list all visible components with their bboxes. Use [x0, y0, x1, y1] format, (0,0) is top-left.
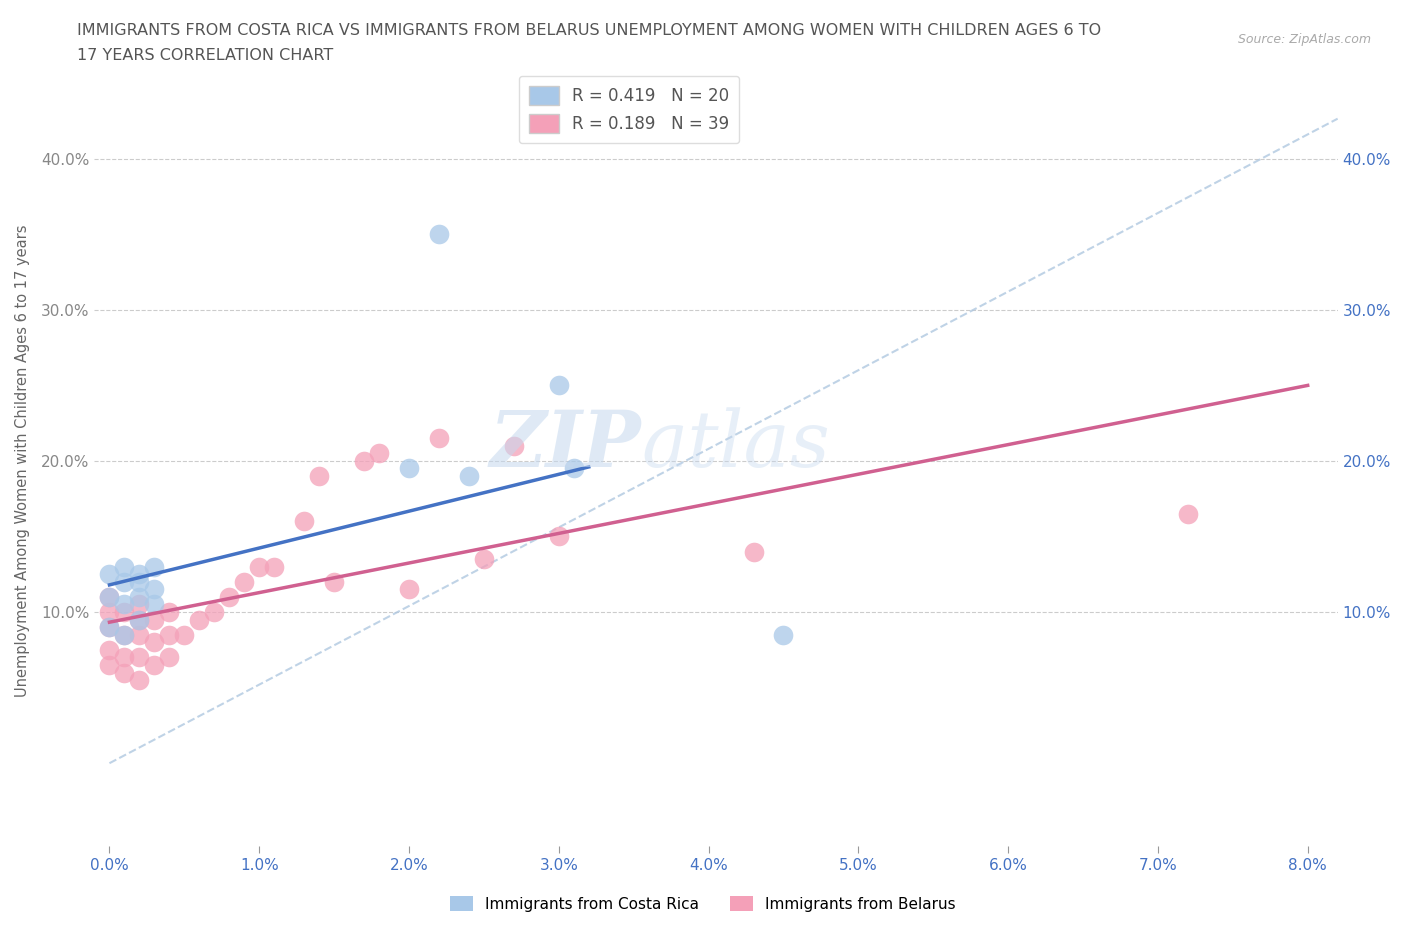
Point [128, 628, 150, 643]
Point [157, 604, 180, 619]
Point [398, 461, 420, 476]
Point [742, 544, 765, 559]
Text: IMMIGRANTS FROM COSTA RICA VS IMMIGRANTS FROM BELARUS UNEMPLOYMENT AMONG WOMEN W: IMMIGRANTS FROM COSTA RICA VS IMMIGRANTS… [77, 23, 1101, 38]
Point [112, 628, 135, 643]
Point [143, 612, 166, 627]
Point [502, 438, 524, 453]
Point [772, 628, 794, 643]
Point [143, 597, 166, 612]
Point [128, 597, 150, 612]
Point [263, 559, 285, 574]
Point [562, 461, 585, 476]
Point [98, 604, 121, 619]
Point [98, 590, 121, 604]
Point [128, 650, 150, 665]
Point [128, 612, 150, 627]
Point [218, 590, 240, 604]
Point [112, 559, 135, 574]
Point [143, 658, 166, 672]
Point [173, 628, 195, 643]
Point [112, 628, 135, 643]
Point [323, 575, 346, 590]
Point [98, 566, 121, 581]
Point [143, 582, 166, 597]
Text: Source: ZipAtlas.com: Source: ZipAtlas.com [1237, 33, 1371, 46]
Point [128, 566, 150, 581]
Point [427, 227, 450, 242]
Point [112, 575, 135, 590]
Point [112, 665, 135, 680]
Point [458, 469, 481, 484]
Legend: R = 0.419   N = 20, R = 0.189   N = 39: R = 0.419 N = 20, R = 0.189 N = 39 [519, 76, 740, 143]
Point [427, 431, 450, 445]
Point [128, 672, 150, 687]
Point [247, 559, 270, 574]
Point [233, 575, 256, 590]
Point [98, 658, 121, 672]
Point [368, 445, 391, 460]
Point [547, 378, 569, 392]
Point [157, 650, 180, 665]
Point [143, 559, 166, 574]
Point [202, 604, 225, 619]
Point [188, 612, 211, 627]
Point [98, 619, 121, 634]
Point [292, 514, 315, 529]
Point [547, 529, 569, 544]
Point [128, 590, 150, 604]
Point [98, 619, 121, 634]
Y-axis label: Unemployment Among Women with Children Ages 6 to 17 years: Unemployment Among Women with Children A… [15, 225, 30, 698]
Point [1177, 506, 1199, 521]
Text: atlas: atlas [641, 407, 830, 484]
Point [353, 454, 375, 469]
Point [128, 575, 150, 590]
Point [472, 551, 495, 566]
Text: 17 YEARS CORRELATION CHART: 17 YEARS CORRELATION CHART [77, 48, 333, 63]
Point [98, 643, 121, 658]
Point [308, 469, 330, 484]
Point [143, 635, 166, 650]
Point [98, 590, 121, 604]
Point [128, 612, 150, 627]
Text: ZIP: ZIP [489, 407, 641, 484]
Point [157, 628, 180, 643]
Point [112, 597, 135, 612]
Legend: Immigrants from Costa Rica, Immigrants from Belarus: Immigrants from Costa Rica, Immigrants f… [444, 889, 962, 918]
Point [398, 582, 420, 597]
Point [112, 650, 135, 665]
Point [112, 604, 135, 619]
